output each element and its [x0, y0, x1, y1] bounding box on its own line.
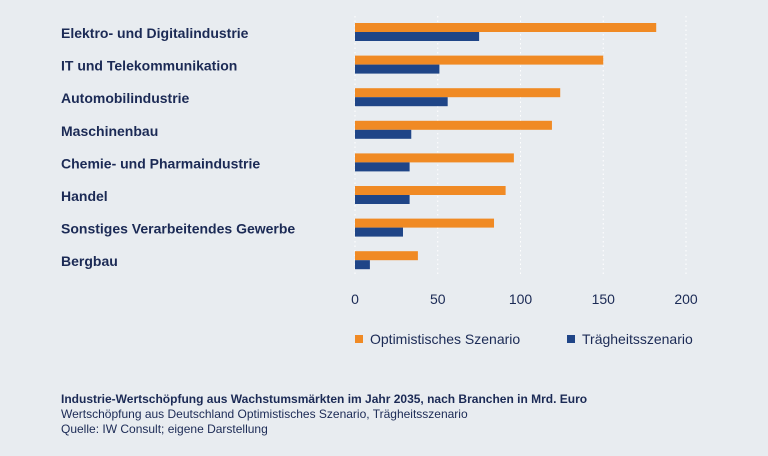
x-tick-label: 50 [430, 291, 446, 307]
category-label: Automobilindustrie [61, 90, 190, 106]
chart-source: Quelle: IW Consult; eigene Darstellung [61, 422, 268, 436]
category-label: Elektro- und Digitalindustrie [61, 25, 249, 41]
x-tick-label: 150 [592, 291, 616, 307]
legend-label-optimistic: Optimistisches Szenario [370, 331, 520, 347]
bar-optimistic [355, 153, 514, 163]
bar-optimistic [355, 186, 506, 195]
category-label: Sonstiges Verarbeitendes Gewerbe [61, 221, 295, 237]
bar-inertia [355, 32, 480, 41]
bar-inertia [355, 260, 370, 270]
bar-inertia [355, 97, 448, 107]
category-label: IT und Telekommunikation [61, 58, 237, 74]
legend-swatch-optimistic [355, 335, 363, 343]
legend-label-inertia: Trägheitsszenario [582, 331, 693, 347]
chart-caption-title: Industrie-Wertschöpfung aus Wachstumsmär… [61, 392, 588, 406]
bar-inertia [355, 195, 410, 204]
bar-inertia [355, 64, 440, 74]
bar-optimistic [355, 55, 604, 65]
category-label: Bergbau [61, 253, 118, 269]
legend-swatch-inertia [567, 335, 575, 343]
category-label: Chemie- und Pharmaindustrie [61, 155, 260, 171]
x-tick-label: 100 [509, 291, 533, 307]
bar-inertia [355, 129, 412, 139]
bar-optimistic [355, 218, 495, 228]
bar-optimistic [355, 88, 561, 98]
chart-caption-subtitle: Wertschöpfung aus Deutschland Optimistis… [61, 407, 468, 421]
category-label: Handel [61, 188, 108, 204]
x-tick-label: 200 [674, 291, 698, 307]
bar-inertia [355, 162, 410, 172]
x-tick-label: 0 [351, 291, 359, 307]
bar-inertia [355, 227, 403, 237]
bar-optimistic [355, 120, 552, 130]
category-label: Maschinenbau [61, 123, 158, 139]
bar-optimistic [355, 23, 657, 32]
bar-optimistic [355, 251, 418, 261]
